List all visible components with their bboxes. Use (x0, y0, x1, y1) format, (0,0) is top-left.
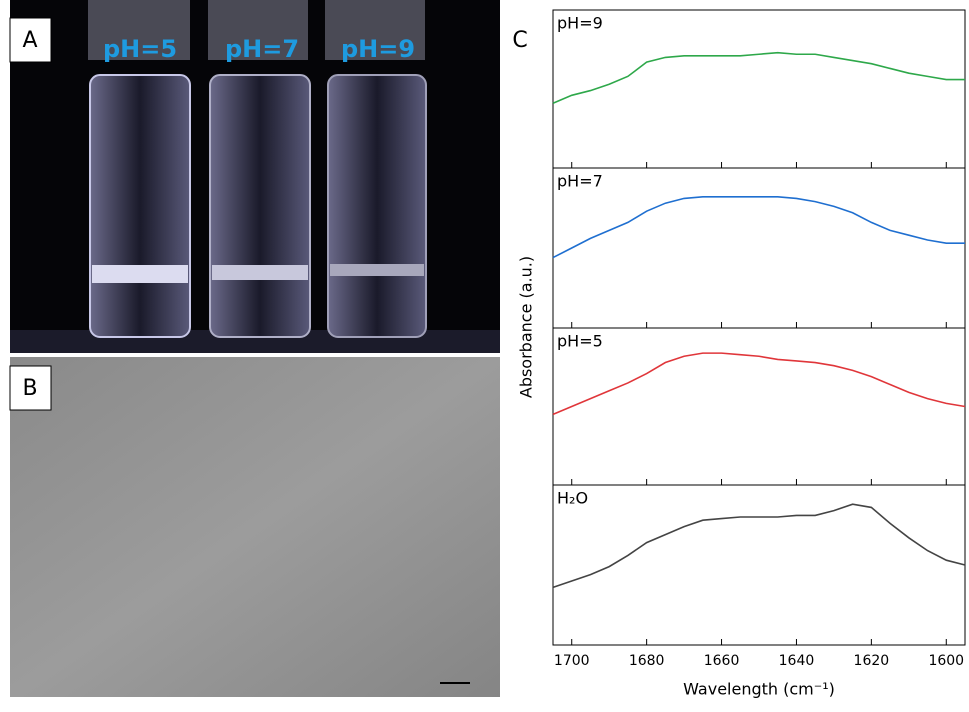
label-box (9, 17, 52, 63)
sem-panel (10, 357, 500, 697)
vial-label: pH=7 (225, 35, 299, 63)
y-axis-label: Absorbance (a.u.) (517, 256, 536, 398)
label-box (9, 365, 52, 411)
x-tick-label: 1700 (554, 653, 590, 669)
line (552, 352, 966, 416)
x-tick-label: 1640 (779, 653, 815, 669)
chart-title: pH=5 (557, 332, 603, 351)
x-tick-label: 1680 (629, 653, 665, 669)
line (552, 51, 965, 104)
chart-title: pH=7 (557, 172, 603, 191)
line (552, 503, 966, 589)
plot-frame (552, 327, 966, 486)
plot-frame (552, 9, 966, 169)
panel-label: A (22, 28, 37, 53)
x-tick-label: 1600 (928, 653, 964, 669)
chart-title: H₂O (557, 489, 588, 508)
plot-frame (552, 167, 966, 329)
x-tick-label: 1620 (854, 653, 890, 669)
x-tick-label: 1660 (704, 653, 740, 669)
chart-title: pH=9 (557, 14, 603, 33)
line (552, 196, 965, 259)
panel-label: B (22, 376, 37, 401)
panel-label: C (512, 28, 527, 53)
photo-panel (10, 0, 500, 353)
vial-label: pH=5 (103, 35, 177, 63)
vial-label: pH=9 (341, 35, 415, 63)
x-axis-label: Wavelength (cm⁻¹) (683, 680, 835, 699)
plot-frame (552, 484, 966, 646)
